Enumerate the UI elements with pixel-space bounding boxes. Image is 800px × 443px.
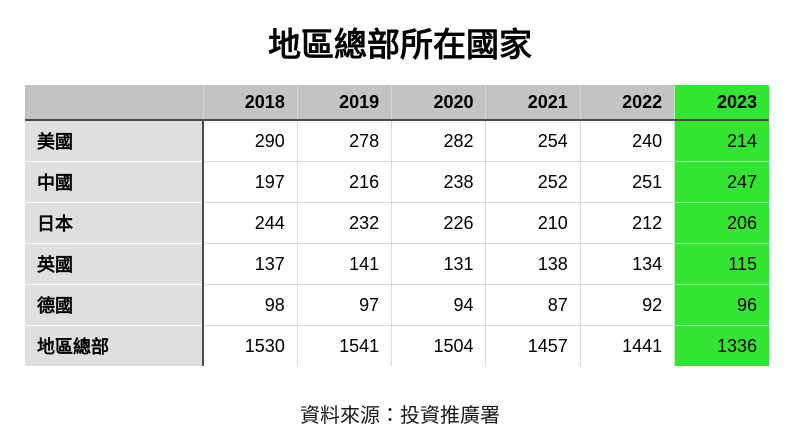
table-row-usa: 美國 290 278 282 254 240 214 xyxy=(25,120,769,162)
table-row-total: 地區總部 1530 1541 1504 1457 1441 1336 xyxy=(25,325,769,366)
column-header-2018: 2018 xyxy=(203,85,298,121)
table-cell: 244 xyxy=(203,202,298,244)
table-cell: 290 xyxy=(203,120,298,162)
table-cell: 141 xyxy=(297,243,393,285)
row-label: 美國 xyxy=(25,120,204,162)
table-cell-highlighted: 115 xyxy=(674,243,769,285)
table-cell: 1541 xyxy=(297,325,393,366)
source-note: 資料來源：投資推廣署 xyxy=(300,405,500,427)
row-label: 德國 xyxy=(25,284,204,326)
table-cell: 210 xyxy=(485,202,581,244)
table-cell: 1530 xyxy=(203,325,298,366)
table-cell-highlighted: 214 xyxy=(674,120,769,162)
table-cell: 226 xyxy=(391,202,487,244)
page-title: 地區總部所在國家 xyxy=(268,26,532,63)
row-label: 日本 xyxy=(25,202,204,244)
table-cell: 278 xyxy=(297,120,393,162)
table-cell-highlighted: 247 xyxy=(674,161,769,203)
table-cell: 1504 xyxy=(391,325,487,366)
column-header-2021: 2021 xyxy=(485,85,581,121)
column-header-2020: 2020 xyxy=(391,85,487,121)
table-cell-highlighted: 1336 xyxy=(674,325,769,366)
table-cell: 94 xyxy=(391,284,487,326)
table-cell: 216 xyxy=(297,161,393,203)
table-cell: 97 xyxy=(297,284,393,326)
table-cell: 98 xyxy=(203,284,298,326)
table-cell: 252 xyxy=(485,161,581,203)
table-cell: 138 xyxy=(485,243,581,285)
table-cell: 254 xyxy=(485,120,581,162)
table-cell: 240 xyxy=(580,120,676,162)
table-cell-highlighted: 96 xyxy=(674,284,769,326)
corner-cell xyxy=(25,85,204,121)
table-row-germany: 德國 98 97 94 87 92 96 xyxy=(25,284,769,326)
table-cell: 251 xyxy=(580,161,676,203)
table-cell-highlighted: 206 xyxy=(674,202,769,244)
table-cell: 212 xyxy=(580,202,676,244)
header-row: 2018 2019 2020 2021 2022 2023 xyxy=(25,85,769,121)
table-cell: 137 xyxy=(203,243,298,285)
table-cell: 92 xyxy=(580,284,676,326)
table-cell: 282 xyxy=(391,120,487,162)
table-cell: 238 xyxy=(391,161,487,203)
table-cell: 134 xyxy=(580,243,676,285)
column-header-2023-highlighted: 2023 xyxy=(674,85,769,121)
table-cell: 1457 xyxy=(485,325,581,366)
table-row-uk: 英國 137 141 131 138 134 115 xyxy=(25,243,769,285)
column-header-2022: 2022 xyxy=(580,85,676,121)
table-cell: 232 xyxy=(297,202,393,244)
row-label: 英國 xyxy=(25,243,204,285)
table-row-china: 中國 197 216 238 252 251 247 xyxy=(25,161,769,203)
table-cell: 197 xyxy=(203,161,298,203)
table-cell: 131 xyxy=(391,243,487,285)
table-cell: 1441 xyxy=(580,325,676,366)
column-header-2019: 2019 xyxy=(297,85,393,121)
row-label: 中國 xyxy=(25,161,204,203)
table-cell: 87 xyxy=(485,284,581,326)
table-row-japan: 日本 244 232 226 210 212 206 xyxy=(25,202,769,244)
regional-hq-table: 2018 2019 2020 2021 2022 2023 美國 290 278… xyxy=(25,85,769,366)
row-label: 地區總部 xyxy=(25,325,204,366)
